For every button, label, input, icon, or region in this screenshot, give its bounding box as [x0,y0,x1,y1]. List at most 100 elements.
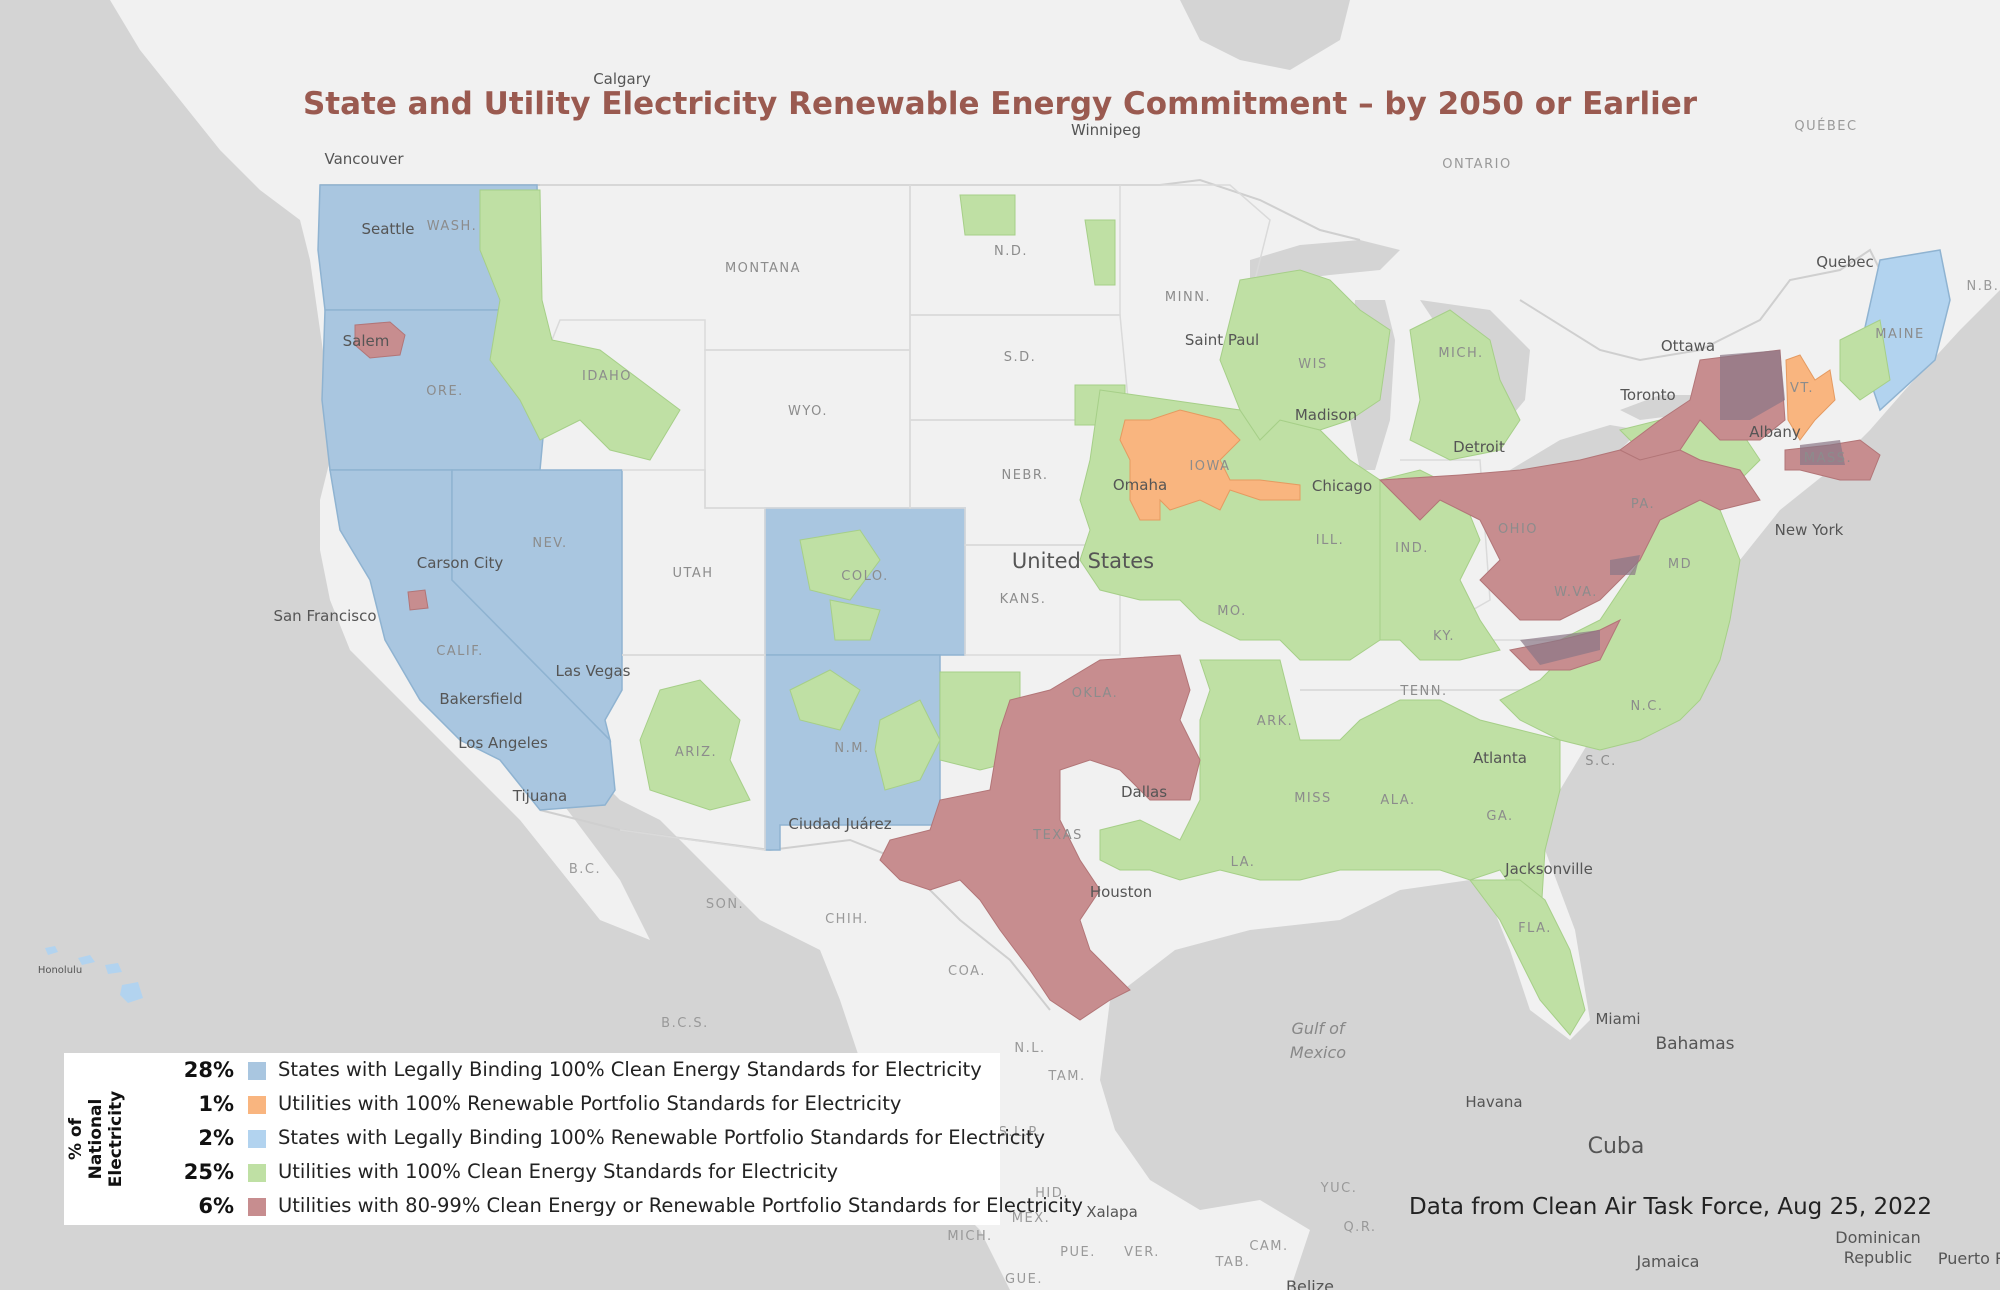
label-state: OKLA. [1072,686,1119,701]
label-place: Dominican [1835,1228,1920,1247]
hudson-bay [1180,0,1350,70]
region-salem[interactable] [354,321,406,359]
states-clean-energy[interactable] [317,184,1951,851]
region-idaho-utilities[interactable] [479,189,681,461]
legend-label: Utilities with 100% Renewable Portfolio … [278,1092,902,1115]
map-labels: United States WASH. ORE. IDAHO MONTANA W… [38,70,2000,1290]
legend-row: 2% States with Legally Binding 100% Rene… [64,1121,1045,1155]
region-texas-utilities[interactable] [879,654,1201,1021]
label-state: WASH. [427,219,477,234]
label-city: Atlanta [1473,749,1527,767]
label-region: B.C.S. [661,1016,709,1031]
region-california-pocket[interactable] [407,589,429,611]
label-place: Puerto R [1938,1249,2000,1268]
label-state: ORE. [426,384,464,399]
label-gulf: Gulf of [1291,1019,1346,1038]
label-city: Honolulu [38,965,82,976]
region-arizona-utilities[interactable] [639,679,751,811]
label-state: WIS [1298,357,1327,372]
utilities-rps[interactable] [1119,354,1836,521]
label-city: Calgary [593,70,651,88]
label-city: Xalapa [1086,1203,1138,1221]
label-region: TAB. [1215,1255,1251,1270]
legend-label: Utilities with 80-99% Clean Energy or Re… [278,1194,1083,1217]
legend-swatch [248,1164,266,1182]
label-state: MINN. [1165,290,1211,305]
label-city: Albany [1749,423,1801,441]
label-city: Jacksonville [1504,860,1593,878]
label-region: VER. [1124,1245,1160,1260]
label-place: Jamaica [1636,1252,1700,1271]
label-state: LA. [1231,855,1256,870]
region-nm-utilities[interactable] [789,669,941,791]
label-region: Q.R. [1343,1220,1376,1235]
label-state: CALIF. [436,644,484,659]
label-city: New York [1775,521,1844,539]
label-region: MÉX. [1012,1210,1050,1226]
region-nd-utilities[interactable] [959,194,1116,286]
label-region: QUÉBEC [1794,118,1857,134]
label-state: S.D. [1004,350,1037,365]
region-colorado-utilities[interactable] [799,529,881,641]
region-iowa-utilities[interactable] [1119,409,1301,521]
label-state: GA. [1486,809,1513,824]
label-state: W.VA. [1554,585,1598,600]
label-region: YUC. [1320,1181,1358,1196]
region-south-utilities[interactable] [1099,659,1561,932]
label-state: MICH. [1438,346,1483,361]
legend-percent: 28% [183,1058,234,1082]
label-state: MONTANA [725,261,801,276]
label-city: Havana [1465,1093,1522,1111]
label-state: UTAH [672,566,713,581]
map-title: State and Utility Electricity Renewable … [302,86,1698,122]
region-florida-utilities[interactable] [1469,879,1586,1036]
label-state: IDAHO [582,369,632,384]
label-state: TEXAS [1032,828,1083,843]
legend-swatch [248,1130,266,1148]
legend-row: 28% States with Legally Binding 100% Cle… [64,1053,1000,1087]
label-city: Carson City [417,554,504,572]
label-state: KANS. [1000,592,1047,607]
label-city: Las Vegas [556,662,631,680]
label-state: WYO. [788,404,828,419]
label-city: Quebec [1816,253,1874,271]
utilities-clean-energy[interactable] [479,189,1891,1036]
label-city: Los Angeles [458,734,548,752]
label-city: Ciudad Juárez [788,815,891,833]
label-city: Toronto [1619,386,1675,404]
label-state: MAINE [1875,327,1924,342]
label-state: S.C. [1585,754,1617,769]
legend-label: States with Legally Binding 100% Renewab… [278,1126,1046,1149]
label-state: TENN. [1399,684,1447,699]
label-city: Saint Paul [1185,331,1259,349]
label-state: ALA. [1380,793,1415,808]
label-city: San Francisco [273,607,376,625]
region-vermont-utilities[interactable] [1785,354,1836,441]
label-city: Vancouver [325,150,405,168]
label-region: B.C. [569,862,601,877]
overlap-areas [1520,350,1845,665]
legend-row: 1% Utilities with 100% Renewable Portfol… [64,1087,1000,1121]
hawaii [45,946,143,1003]
label-state: ILL. [1316,533,1344,548]
legend-percent: 2% [198,1126,234,1150]
legend-percent: 25% [183,1160,234,1184]
region-michigan-utilities[interactable] [1409,309,1521,461]
label-state: IND. [1395,541,1429,556]
label-city: Madison [1295,406,1357,424]
label-city: Bakersfield [439,690,522,708]
label-city: Dallas [1121,783,1167,801]
legend-swatch [248,1062,266,1080]
legend-row: 6% Utilities with 80-99% Clean Energy or… [64,1189,1083,1223]
legend: % of National Electricity 28% States wit… [64,1053,1083,1225]
label-state: KY. [1433,629,1455,644]
label-place: Republic [1844,1248,1912,1267]
legend-label: Utilities with 100% Clean Energy Standar… [278,1160,839,1183]
label-region: GUE. [1005,1272,1043,1287]
label-city: Miami [1595,1010,1640,1028]
region-wisconsin-utilities[interactable] [1219,269,1391,441]
region-east-utilities[interactable] [1499,469,1741,751]
label-state: ARK. [1257,714,1294,729]
